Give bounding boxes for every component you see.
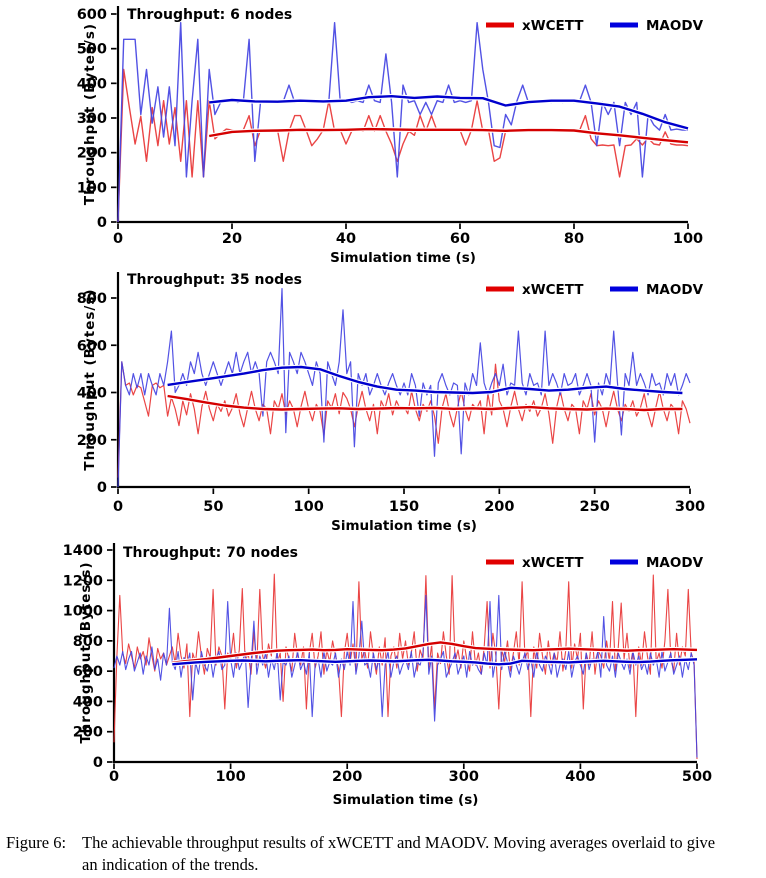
x-tick-label: 250 [580,499,610,515]
y-tick-label: 1200 [63,573,103,589]
y-tick-label: 1000 [63,604,103,620]
y-tick-label: 400 [77,76,107,92]
series-xwcett-raw [113,573,698,760]
y-axis-title: Throughput (Bytes/s) [82,288,98,470]
figure-caption: Figure 6: The achievable throughput resu… [6,832,762,876]
x-tick-label: 300 [675,499,705,515]
y-tick-label: 1400 [63,543,103,559]
series-xwcett-moving-average-moving-average [167,394,683,412]
series-xwcett-moving-average-moving-average [172,641,698,664]
series-maodv-moving-average-moving-average [172,658,698,666]
chart-section-70-nodes: 0 200 400 600 800 1000 1200 1400 0 100 200 300 400 50… [0,538,766,820]
x-tick-label: 300 [449,769,479,785]
caption-text: The achievable throughput results of xWC… [82,832,762,876]
caption-label: Figure 6: [6,833,67,852]
x-tick-label: 0 [113,499,123,515]
legend-label-xwcett: xWCETT [522,555,584,571]
x-tick-label: 400 [565,769,595,785]
chart-title: Throughput: 35 nodes [127,272,302,288]
x-tick-label: 50 [203,499,223,515]
y-tick-label: 0 [93,755,103,771]
y-axis-title: Throughput (Bytes/s) [82,23,98,205]
chart-title: Throughput: 70 nodes [123,545,298,561]
series-maodv-raw [117,288,691,488]
chart-section-35-nodes: 0 200 400 600 800 0 50 100 150 200 250 300 Throughpu… [0,266,766,538]
x-tick-label: 20 [222,231,242,247]
x-tick-label: 100 [215,769,245,785]
legend-label-xwcett: xWCETT [522,282,584,298]
y-tick-label: 200 [77,433,107,449]
caption-line-2: an indication of the trends. [82,855,259,874]
chart-35-nodes: 0 200 400 600 800 0 50 100 150 200 250 300 Throughpu… [77,272,705,534]
x-axis-title: Simulation time (s) [330,250,476,266]
x-tick-label: 100 [673,231,703,247]
series-maodv-moving-average-moving-average [209,94,689,130]
x-tick-label: 60 [450,231,470,247]
y-tick-label: 300 [77,111,107,127]
series-maodv-moving-average-moving-average [167,365,683,395]
caption-line-1: The achievable throughput results of xWC… [82,833,716,852]
y-tick-label: 0 [97,215,107,231]
x-tick-label: 40 [336,231,356,247]
x-tick-label: 500 [682,769,712,785]
chart-title: Throughput: 6 nodes [127,7,292,23]
chart-70-nodes: 0 200 400 600 800 1000 1200 1400 0 100 200 300 400 50… [63,543,712,808]
y-tick-label: 400 [73,694,103,710]
y-tick-label: 800 [77,291,107,307]
x-axis-title: Simulation time (s) [333,792,479,808]
legend-label-maodv: MAODV [646,18,704,34]
x-tick-label: 100 [294,499,324,515]
series-xwcett-moving-average-moving-average [208,127,689,144]
x-tick-label: 200 [484,499,514,515]
x-tick-label: 80 [564,231,584,247]
y-tick-label: 0 [97,480,107,496]
y-tick-label: 200 [77,146,107,162]
y-tick-label: 600 [77,7,107,23]
y-tick-label: 100 [77,180,107,196]
y-axis-title: Throughput (Bytes/s) [78,561,94,743]
y-tick-label: 400 [77,386,107,402]
x-axis-title: Simulation time (s) [331,518,477,534]
x-tick-label: 200 [332,769,362,785]
legend-label-maodv: MAODV [646,282,704,298]
x-tick-label: 0 [113,231,123,247]
y-tick-label: 600 [77,338,107,354]
series-maodv-raw [113,594,698,758]
x-tick-label: 0 [109,769,119,785]
axis-frame [112,543,697,764]
y-tick-label: 500 [77,42,107,58]
axis-frame [116,6,688,224]
series-xwcett-raw [117,68,689,223]
y-tick-label: 200 [73,725,103,741]
legend-label-xwcett: xWCETT [522,18,584,34]
x-tick-label: 150 [389,499,419,515]
series-maodv-raw [117,22,688,223]
chart-section-6-nodes: 0 100 200 300 400 500 600 0 20 40 60 80 100 Throughpu… [0,0,766,266]
y-tick-label: 600 [73,664,103,680]
legend-label-maodv: MAODV [646,555,704,571]
y-tick-label: 800 [73,634,103,650]
